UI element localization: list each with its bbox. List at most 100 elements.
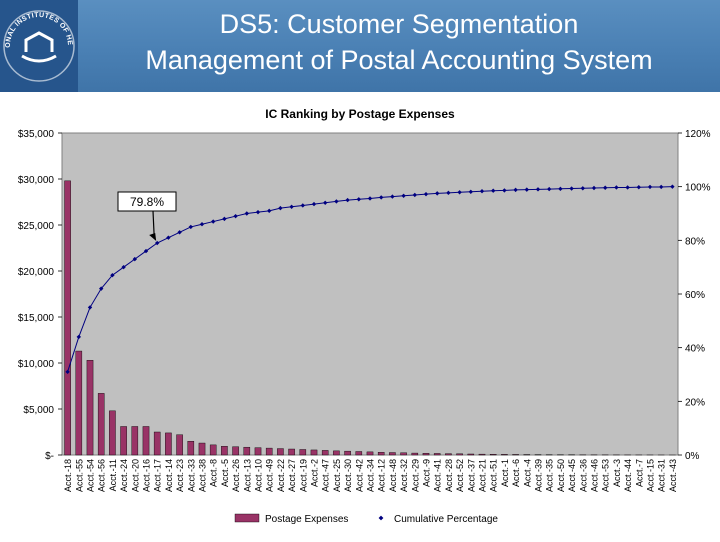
x-tick-label: Acct.-8 (209, 459, 219, 487)
legend-swatch-postage-expenses (235, 514, 259, 522)
y-right-tick-label: 60% (685, 290, 705, 301)
x-tick-label: Acct.-24 (119, 459, 129, 492)
x-tick-label: Acct.-41 (433, 459, 443, 492)
legend-label-postage-expenses: Postage Expenses (265, 514, 348, 525)
x-tick-label: Acct.-54 (86, 459, 96, 492)
y-left-tick-label: $5,000 (23, 405, 54, 416)
x-tick-label: Acct.-42 (354, 459, 364, 492)
x-tick-label: Acct.-34 (366, 459, 376, 492)
x-tick-label: Acct.-25 (332, 459, 342, 492)
x-tick-label: Acct.-17 (153, 459, 163, 492)
x-tick-label: Acct.-11 (108, 459, 118, 491)
bar-Acct.-38 (199, 443, 205, 455)
y-right-tick-label: 0% (685, 451, 700, 462)
bar-Acct.-10 (255, 448, 261, 455)
x-tick-label: Acct.-53 (601, 459, 611, 492)
slide-title-line2: Management of Postal Accounting System (78, 42, 720, 78)
x-tick-label: Acct.-55 (74, 459, 84, 492)
y-left-tick-label: $35,000 (18, 129, 55, 140)
y-left-tick-label: $- (45, 451, 54, 462)
y-left-tick-label: $15,000 (18, 313, 55, 324)
x-tick-label: Acct.-46 (590, 459, 600, 492)
x-tick-label: Acct.-12 (377, 459, 387, 492)
bar-Acct.-24 (121, 426, 127, 455)
annotation-label: 79.8% (130, 195, 164, 209)
bar-Acct.-23 (177, 435, 183, 455)
y-right-tick-label: 120% (685, 129, 711, 140)
bar-Acct.-32 (401, 453, 407, 455)
bar-Acct.-6 (513, 454, 519, 455)
y-left-tick-label: $25,000 (18, 221, 55, 232)
x-tick-label: Acct.-48 (388, 459, 398, 492)
bar-Acct.-49 (266, 448, 272, 455)
bar-Acct.-41 (434, 453, 440, 455)
x-tick-label: Acct.-49 (265, 459, 275, 492)
slide-title: DS5: Customer Segmentation Management of… (78, 6, 720, 78)
x-tick-label: Acct.-29 (410, 459, 420, 492)
x-tick-label: Acct.-43 (668, 459, 678, 492)
x-tick-label: Acct.-27 (287, 459, 297, 492)
bar-Acct.-12 (378, 452, 384, 455)
bar-Acct.-17 (154, 432, 160, 455)
x-tick-label: Acct.-21 (478, 459, 488, 492)
x-tick-label: Acct.-37 (466, 459, 476, 492)
bar-Acct.-48 (389, 453, 395, 455)
bar-Acct.-1 (501, 454, 507, 455)
slide-header: NATIONAL INSTITUTES OF HEALTH DS5: Custo… (0, 0, 720, 92)
x-tick-label: Acct.-2 (310, 459, 320, 487)
y-left-tick-label: $20,000 (18, 267, 55, 278)
bar-Acct.-22 (277, 449, 283, 455)
bar-Acct.-8 (210, 445, 216, 455)
x-tick-label: Acct.-38 (198, 459, 208, 492)
plot-area (62, 133, 678, 455)
y-left-tick-label: $10,000 (18, 359, 55, 370)
bar-Acct.-13 (244, 447, 250, 455)
chart-frame: IC Ranking by Postage Expenses $- $5,000 $… (3, 95, 717, 537)
y-right-tick-label: 100% (685, 183, 711, 194)
bar-Acct.-29 (412, 453, 418, 455)
x-tick-label: Acct.-52 (455, 459, 465, 492)
bar-Acct.-52 (457, 454, 463, 455)
x-tick-label: Acct.-19 (298, 459, 308, 492)
nih-logo: NATIONAL INSTITUTES OF HEALTH (0, 0, 78, 92)
chart-title: IC Ranking by Postage Expenses (265, 107, 455, 121)
bar-Acct.-30 (345, 451, 351, 455)
x-tick-label: Acct.-4 (522, 459, 532, 487)
bar-Acct.-16 (143, 426, 149, 455)
x-tick-label: Acct.-5 (220, 459, 230, 487)
slide-title-line1: DS5: Customer Segmentation (78, 6, 720, 42)
x-tick-label: Acct.-50 (556, 459, 566, 492)
y-right-tick-label: 40% (685, 344, 705, 355)
x-tick-label: Acct.-22 (276, 459, 286, 492)
legend-label-cumulative-percentage: Cumulative Percentage (394, 514, 498, 525)
y-right-tick-label: 80% (685, 236, 705, 247)
bar-Acct.-5 (221, 446, 227, 455)
bar-Acct.-37 (468, 454, 474, 455)
pareto-chart: IC Ranking by Postage Expenses $- $5,000 $… (3, 95, 717, 537)
x-tick-label: Acct.-44 (623, 459, 633, 492)
bar-Acct.-2 (311, 450, 317, 455)
bar-Acct.-14 (165, 433, 171, 455)
x-tick-label: Acct.-35 (545, 459, 555, 492)
x-tick-label: Acct.-15 (646, 459, 656, 492)
x-tick-label: Acct.-7 (634, 459, 644, 487)
bar-Acct.-42 (356, 452, 362, 456)
bar-Acct.-25 (333, 451, 339, 455)
x-tick-label: Acct.-16 (142, 459, 152, 492)
x-tick-label: Acct.-32 (399, 459, 409, 492)
x-tick-label: Acct.-45 (567, 459, 577, 492)
y-left-tick-label: $30,000 (18, 175, 55, 186)
bar-Acct.-34 (367, 452, 373, 455)
x-tick-label: Acct.-3 (612, 459, 622, 487)
bar-Acct.-21 (479, 454, 485, 455)
bar-Acct.-51 (490, 454, 496, 455)
x-tick-label: Acct.-14 (164, 459, 174, 492)
bar-Acct.-11 (109, 411, 115, 455)
x-tick-label: Acct.-1 (500, 459, 510, 487)
x-tick-label: Acct.-10 (254, 459, 264, 492)
bar-Acct.-26 (233, 447, 239, 455)
bar-Acct.-28 (445, 454, 451, 455)
y-right-tick-label: 20% (685, 397, 705, 408)
x-tick-label: Acct.-51 (489, 459, 499, 492)
x-tick-label: Acct.-26 (231, 459, 241, 492)
